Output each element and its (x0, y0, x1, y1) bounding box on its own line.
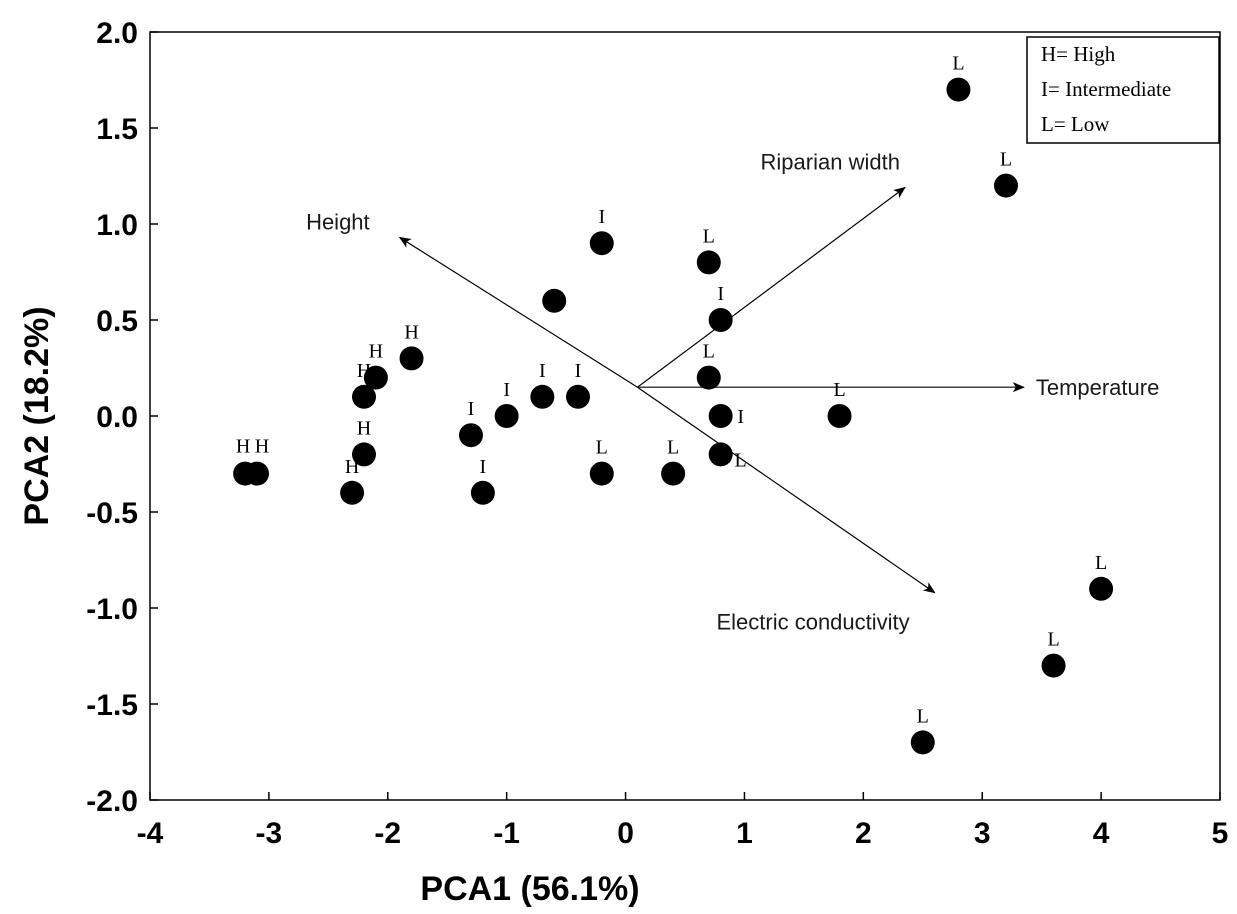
data-point-label: I (575, 360, 582, 382)
data-point-label: L (735, 449, 747, 471)
x-tick-label: 0 (617, 817, 634, 850)
data-point-label: I (598, 206, 605, 228)
y-tick-label: -2.0 (86, 785, 138, 818)
data-point (661, 461, 686, 486)
legend: H= High I= Intermediate L= Low (1026, 36, 1220, 144)
data-point-label: I (717, 283, 724, 305)
data-point-label: L (1047, 629, 1059, 651)
data-point-label: I (468, 398, 475, 420)
x-axis-ticks: -4 -3 -2 -1 0 1 2 3 4 5 (137, 792, 1229, 850)
data-point (352, 442, 376, 467)
data-point-label: H (357, 360, 371, 382)
vector-label-temperature: Temperature (1036, 375, 1160, 400)
data-point-label: I (539, 360, 546, 382)
data-point (994, 173, 1018, 198)
x-tick-label: 4 (1093, 817, 1110, 850)
vector-label-electric-conductivity: Electric conductivity (716, 610, 909, 635)
data-point (589, 231, 614, 256)
y-axis-title: PCA2 (18.2%) (18, 306, 56, 525)
vector-arrow-riparian-width (637, 186, 906, 388)
data-point-label: L (703, 341, 715, 363)
x-tick-label: -3 (256, 817, 283, 850)
x-tick-label: 1 (736, 817, 753, 850)
data-point (696, 250, 721, 275)
y-tick-label: 1.0 (96, 209, 138, 242)
y-tick-label: -1.0 (86, 593, 138, 626)
data-point (708, 442, 733, 467)
vector-arrow-height (398, 236, 638, 388)
data-point (494, 404, 519, 428)
data-point-label: L (1000, 149, 1012, 171)
vector-arrow-electric-conductivity (637, 386, 936, 594)
data-point-label: L (1095, 552, 1107, 574)
y-tick-label: -0.5 (86, 497, 138, 530)
legend-entry-low: L= Low (1041, 112, 1110, 136)
data-point (946, 77, 971, 102)
data-point (696, 365, 721, 390)
data-point-label: H (236, 436, 250, 458)
vector-label-height: Height (306, 209, 370, 234)
data-point (827, 404, 852, 428)
loading-vectors: Height Riparian width Temperature Electric … (306, 150, 1159, 635)
data-point (542, 288, 567, 313)
data-point-label: H (345, 456, 359, 478)
y-tick-label: 0.0 (96, 401, 138, 434)
data-point-label: L (917, 705, 929, 727)
data-point-label: L (596, 437, 608, 459)
data-point (1089, 576, 1114, 601)
data-point (530, 384, 555, 409)
data-point-label: L (667, 437, 679, 459)
vector-label-riparian-width: Riparian width (761, 150, 900, 175)
x-tick-label: -4 (137, 817, 164, 850)
data-point-label: H (404, 321, 418, 343)
data-point (399, 346, 424, 371)
x-axis-title: PCA1 (56.1%) (420, 870, 639, 908)
y-tick-label: 1.5 (96, 113, 138, 146)
plot-area-frame (149, 31, 1221, 801)
x-tick-label: 5 (1212, 817, 1229, 850)
data-point-label: L (703, 225, 715, 247)
data-point (589, 461, 614, 486)
y-tick-label: 2.0 (96, 17, 138, 50)
y-axis-ticks: -2.0 -1.5 -1.0 -0.5 0.0 0.5 1.0 1.5 2.0 (86, 17, 158, 818)
legend-entry-high: H= High (1041, 42, 1116, 66)
data-point-label: I (480, 456, 487, 478)
legend-entry-intermediate: I= Intermediate (1041, 77, 1171, 101)
x-tick-label: 3 (974, 817, 991, 850)
x-tick-label: -1 (493, 817, 520, 850)
data-point-label: H (369, 341, 383, 363)
data-point (566, 384, 590, 409)
data-point (910, 730, 935, 755)
legend-box (1026, 36, 1220, 144)
x-tick-label: 2 (855, 817, 872, 850)
data-point-label: L (833, 379, 845, 401)
data-point (1041, 653, 1066, 678)
data-point (245, 461, 269, 486)
data-point-label: L (952, 53, 964, 75)
data-point (340, 480, 365, 505)
data-point (708, 404, 733, 428)
x-tick-label: -2 (374, 817, 401, 850)
data-point (470, 480, 495, 505)
data-point-label: H (357, 417, 371, 439)
data-point (459, 423, 483, 448)
data-point (708, 308, 733, 332)
data-point-label: I (737, 406, 744, 428)
data-point-label: I (503, 379, 510, 401)
data-point (352, 384, 376, 409)
data-point (363, 365, 388, 390)
y-tick-label: 0.5 (96, 305, 138, 338)
data-point-label: H (255, 436, 269, 458)
y-tick-label: -1.5 (86, 689, 138, 722)
